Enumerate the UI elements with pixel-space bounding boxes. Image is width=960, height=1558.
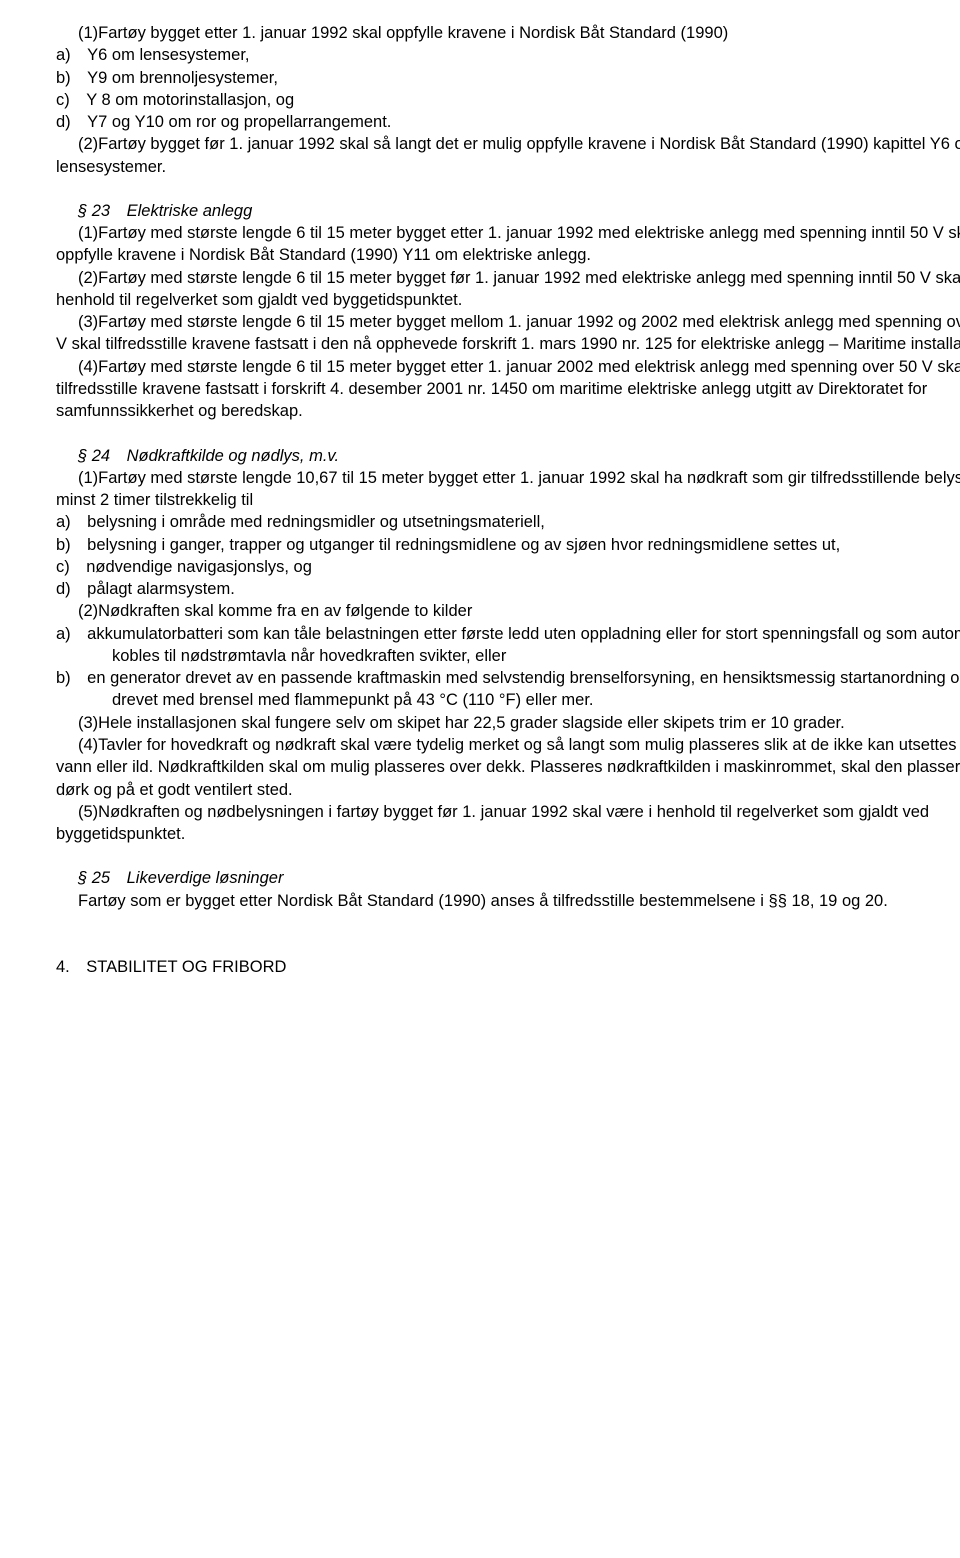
section-24-heading: § 24 Nødkraftkilde og nødlys, m.v. xyxy=(56,445,960,467)
spacer xyxy=(56,845,960,867)
list-item-c: c) Y 8 om motorinstallasjon, og xyxy=(56,89,960,111)
section-24-item-b: b) belysning i ganger, trapper og utgang… xyxy=(56,534,960,556)
section-23-heading: § 23 Elektriske anlegg xyxy=(56,200,960,222)
section-24-para-4: (4)Tavler for hovedkraft og nødkraft ska… xyxy=(56,734,960,801)
spacer xyxy=(56,178,960,200)
section-25-heading: § 25 Likeverdige løsninger xyxy=(56,867,960,889)
list-item-a: a) Y6 om lensesystemer, xyxy=(56,44,960,66)
section-24-item-2a: a) akkumulatorbatteri som kan tåle belas… xyxy=(56,623,960,668)
section-25-para-1: Fartøy som er bygget etter Nordisk Båt S… xyxy=(56,890,960,912)
section-24-item-a: a) belysning i område med redningsmidler… xyxy=(56,511,960,533)
section-24-para-1: (1)Fartøy med største lengde 10,67 til 1… xyxy=(56,467,960,512)
chapter-4-heading: 4. STABILITET OG FRIBORD xyxy=(56,956,960,978)
section-24-para-2: (2)Nødkraften skal komme fra en av følge… xyxy=(56,600,960,622)
section-23-para-2: (2)Fartøy med største lengde 6 til 15 me… xyxy=(56,267,960,312)
spacer xyxy=(56,423,960,445)
para-intro-2: (2)Fartøy bygget før 1. januar 1992 skal… xyxy=(56,133,960,178)
spacer xyxy=(56,934,960,956)
section-23-para-1: (1)Fartøy med største lengde 6 til 15 me… xyxy=(56,222,960,267)
section-24-item-d: d) pålagt alarmsystem. xyxy=(56,578,960,600)
section-23-para-3: (3)Fartøy med største lengde 6 til 15 me… xyxy=(56,311,960,356)
section-24-para-5: (5)Nødkraften og nødbelysningen i fartøy… xyxy=(56,801,960,846)
section-24-item-c: c) nødvendige navigasjonslys, og xyxy=(56,556,960,578)
spacer xyxy=(56,912,960,934)
para-intro-1: (1)Fartøy bygget etter 1. januar 1992 sk… xyxy=(56,22,960,44)
list-item-b: b) Y9 om brennoljesystemer, xyxy=(56,67,960,89)
section-24-para-3: (3)Hele installasjonen skal fungere selv… xyxy=(56,712,960,734)
section-24-item-2b: b) en generator drevet av en passende kr… xyxy=(56,667,960,712)
section-23-para-4: (4)Fartøy med største lengde 6 til 15 me… xyxy=(56,356,960,423)
list-item-d: d) Y7 og Y10 om ror og propellarrangemen… xyxy=(56,111,960,133)
